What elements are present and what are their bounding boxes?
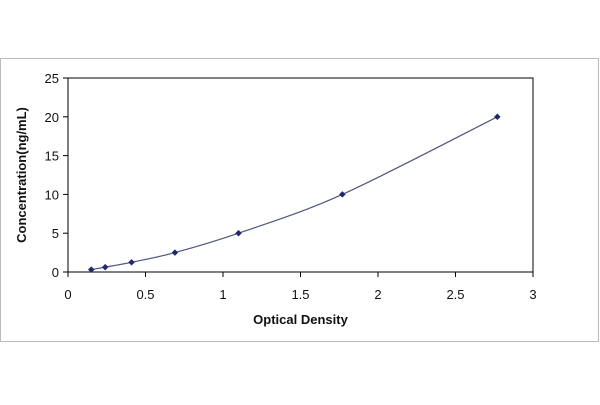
y-tick-label: 25 <box>45 71 59 86</box>
y-axis-title: Concentration(ng/mL) <box>14 107 29 243</box>
y-tick-label: 10 <box>45 187 59 202</box>
x-tick-label: 3 <box>529 287 536 302</box>
y-tick-labels: 0 5 10 15 20 25 <box>45 71 59 280</box>
data-point <box>235 229 242 237</box>
data-point <box>493 113 501 121</box>
data-point <box>87 266 95 273</box>
data-point <box>101 263 109 271</box>
x-tick-label: 1.5 <box>291 287 309 302</box>
y-tick-label: 15 <box>45 149 59 164</box>
plot-area <box>67 77 534 273</box>
x-tick-labels: 0 0.5 1 1.5 2 2.5 3 <box>64 287 536 302</box>
x-tick-label: 2 <box>374 287 381 302</box>
data-point <box>338 191 346 198</box>
data-points <box>87 113 501 273</box>
x-tick-label: 2.5 <box>446 287 464 302</box>
data-point <box>128 258 135 266</box>
data-point <box>171 249 179 256</box>
axis-ticks <box>63 77 534 277</box>
y-tick-label: 20 <box>45 110 59 125</box>
x-tick-label: 0.5 <box>136 287 154 302</box>
y-tick-label: 0 <box>52 265 59 280</box>
x-axis-title: Optical Density <box>253 312 348 327</box>
x-tick-label: 0 <box>64 287 71 302</box>
x-tick-label: 1 <box>219 287 226 302</box>
y-tick-label: 5 <box>52 226 59 241</box>
